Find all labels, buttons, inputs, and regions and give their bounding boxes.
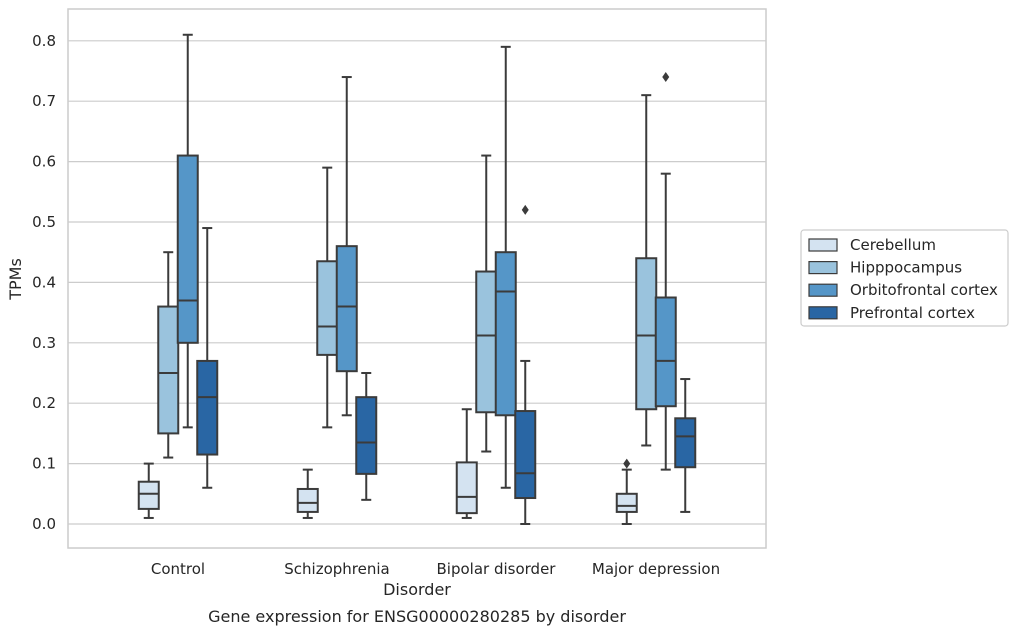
box (176, 33, 199, 429)
box-iqr (635, 257, 658, 411)
x-tick-label: Schizophrenia (284, 560, 389, 578)
y-tick-label: 0.5 (32, 213, 56, 231)
y-tick-label: 0.1 (32, 455, 56, 473)
box-iqr (514, 410, 537, 500)
y-axis-ticks: 0.0 0.1 0.2 0.3 0.4 0.5 0.6 0.7 0.8 (32, 32, 56, 533)
box-iqr (654, 296, 677, 408)
legend-frame (800, 229, 1009, 327)
legend-item: Orbitofrontal cortex (808, 281, 998, 299)
box (654, 72, 677, 471)
box-iqr (475, 270, 498, 414)
y-tick-label: 0.8 (32, 32, 56, 50)
y-tick-label: 0.2 (32, 394, 56, 412)
legend-label: Orbitofrontal cortex (850, 281, 998, 299)
box-iqr (455, 461, 478, 515)
series-orbitofrontal-cortex (176, 33, 677, 489)
box-iqr (355, 396, 378, 475)
box (475, 154, 498, 453)
box (196, 227, 219, 489)
legend-swatch (808, 283, 838, 297)
x-axis-title: Disorder (383, 580, 451, 599)
legend-label: Cerebellum (850, 236, 936, 254)
box-iqr (176, 154, 199, 344)
box (296, 468, 319, 519)
chart-caption: Gene expression for ENSG00000280285 by d… (208, 607, 626, 626)
series-cerebellum (137, 408, 638, 525)
box-iqr (137, 480, 160, 510)
x-axis-ticks: Control Schizophrenia Bipolar disorder Majo… (151, 560, 720, 578)
box-series (137, 33, 697, 525)
box (455, 408, 478, 519)
box-iqr (196, 359, 219, 456)
legend-item: Cerebellum (808, 236, 936, 254)
x-tick-label: Major depression (592, 560, 720, 578)
box-iqr (494, 251, 517, 417)
box-iqr (335, 245, 358, 373)
legend-item: Prefrontal cortex (808, 304, 975, 322)
box (355, 372, 378, 501)
box (316, 166, 339, 429)
legend-swatch (808, 261, 838, 275)
outlier-point (623, 458, 631, 469)
y-tick-label: 0.0 (32, 515, 56, 533)
series-hipppocampus (157, 94, 658, 459)
series-prefrontal-cortex (196, 204, 697, 525)
box (514, 204, 537, 525)
y-tick-label: 0.7 (32, 92, 56, 110)
legend-label: Hipppocampus (850, 259, 962, 277)
x-tick-label: Bipolar disorder (437, 560, 557, 578)
legend-label: Prefrontal cortex (850, 304, 975, 322)
plot-frame (67, 8, 767, 549)
legend-swatch (808, 306, 838, 320)
y-axis-title: TPMs (6, 258, 25, 301)
y-tick-label: 0.4 (32, 273, 56, 291)
box-iqr (316, 260, 339, 356)
outlier-point (521, 204, 529, 215)
box (335, 76, 358, 417)
box (157, 251, 180, 459)
box (494, 45, 517, 489)
box-iqr (615, 492, 638, 513)
box-iqr (674, 417, 697, 469)
box (137, 462, 160, 519)
box-iqr (157, 305, 180, 435)
box (615, 458, 638, 525)
y-tick-label: 0.3 (32, 334, 56, 352)
grid-lines (68, 40, 766, 525)
box (674, 378, 697, 513)
outlier-point (662, 72, 670, 83)
box (635, 94, 658, 447)
x-tick-label: Control (151, 560, 205, 578)
y-tick-label: 0.6 (32, 153, 56, 171)
legend-item: Hipppocampus (808, 259, 962, 277)
legend-swatch (808, 238, 838, 252)
box-iqr (296, 487, 319, 513)
legend: Cerebellum Hipppocampus Orbitofrontal cort… (800, 229, 1009, 327)
